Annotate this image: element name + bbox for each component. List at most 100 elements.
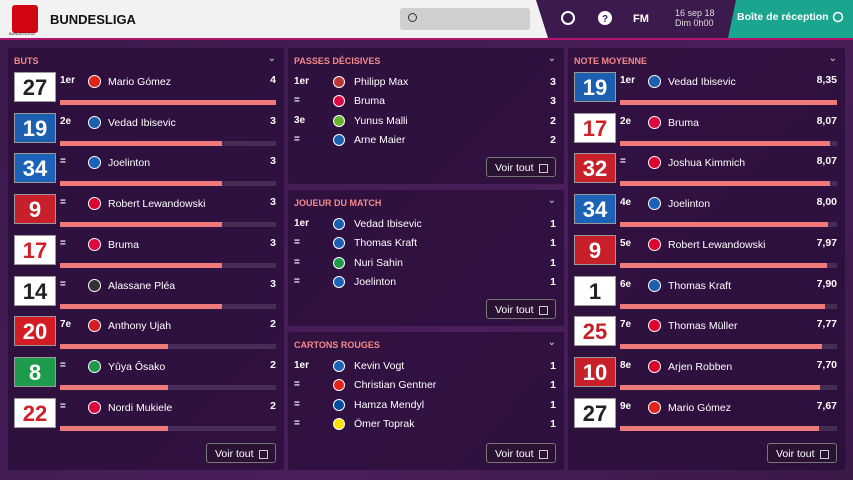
club-badge[interactable] (88, 75, 101, 88)
header-right: ? (536, 0, 853, 38)
stat-bar (60, 344, 168, 350)
panel-title: PASSES DÉCISIVES (294, 56, 381, 66)
player-name[interactable]: Yunus Malli (354, 114, 408, 127)
player-name[interactable]: Nuri Sahin (354, 256, 404, 269)
stat-value: 2 (550, 133, 556, 146)
club-badge[interactable] (333, 417, 345, 430)
player-name[interactable]: Alassane Pléa (108, 279, 176, 292)
collapse-button[interactable]: ⌄ (267, 53, 276, 64)
collapse-button[interactable]: ⌄ (547, 337, 556, 348)
club-badge[interactable] (88, 359, 101, 373)
help-icon[interactable] (598, 11, 612, 25)
view-all-button[interactable]: Voir tout (206, 443, 276, 463)
player-name[interactable]: Mario Gómez (668, 401, 732, 414)
club-badge[interactable] (88, 400, 101, 414)
club-badge[interactable] (648, 237, 661, 251)
club-badge[interactable] (88, 197, 101, 211)
player-name[interactable]: Bruma (354, 95, 385, 108)
shirt-number: 19 (574, 72, 616, 102)
club-badge[interactable] (333, 379, 345, 392)
rank: 6e (620, 278, 632, 290)
collapse-button[interactable]: ⌄ (828, 53, 837, 64)
rank: = (60, 197, 66, 209)
player-name[interactable]: Anthony Ujah (108, 320, 172, 333)
panel: PASSES DÉCISIVES ⌄ Voir tout 1er Philipp Max… (288, 48, 564, 184)
player-name[interactable]: Thomas Kraft (354, 237, 418, 250)
club-badge[interactable] (333, 95, 345, 108)
player-name[interactable]: Joelinton (668, 198, 711, 211)
shirt-number: 32 (574, 153, 616, 184)
player-name[interactable]: Vedad Ibisevic (354, 218, 422, 230)
club-badge[interactable] (648, 75, 661, 88)
view-all-button[interactable]: Voir tout (486, 157, 556, 177)
inbox-bg[interactable] (728, 0, 853, 38)
club-badge[interactable] (333, 133, 345, 146)
player-name[interactable]: Ömer Toprak (354, 417, 415, 430)
stat-bar (620, 262, 828, 268)
league-logo[interactable] (12, 5, 38, 33)
club-badge[interactable] (333, 237, 345, 250)
club-badge[interactable] (333, 398, 345, 411)
bar-track (60, 262, 276, 268)
player-name[interactable]: Arne Maier (354, 133, 406, 146)
help-glyph: ? (602, 14, 608, 25)
player-name[interactable]: Mario Gómez (108, 76, 172, 88)
club-badge[interactable] (648, 319, 661, 333)
stat-value: 3 (270, 196, 276, 209)
stat-bar (620, 384, 821, 390)
player-name[interactable]: Yûya Ôsako (108, 360, 166, 373)
club-badge[interactable] (648, 156, 661, 170)
player-name[interactable]: Arjen Robben (668, 360, 733, 373)
inbox-label[interactable]: Boîte de réception (737, 11, 829, 23)
player-name[interactable]: Robert Lewandowski (108, 198, 206, 211)
player-name[interactable]: Kevin Vogt (354, 360, 405, 372)
view-all-button[interactable]: Voir tout (767, 443, 837, 463)
player-name[interactable]: Joshua Kimmich (668, 157, 746, 170)
player-name[interactable]: Vedad Ibisevic (668, 76, 736, 88)
player-name[interactable]: Christian Gentner (354, 379, 437, 392)
icon[interactable] (561, 11, 575, 25)
view-all-button[interactable]: Voir tout (486, 299, 556, 319)
club-badge[interactable] (648, 359, 661, 373)
player-name[interactable]: Philipp Max (354, 76, 409, 88)
player-name[interactable]: Joelinton (108, 157, 151, 170)
club-badge[interactable] (648, 197, 661, 211)
club-badge[interactable] (333, 76, 345, 88)
club-badge[interactable] (648, 400, 661, 414)
bar-track (620, 303, 837, 309)
league-name[interactable]: BUNDESLIGA (50, 12, 136, 27)
player-name[interactable]: Bruma (668, 116, 699, 129)
search-box[interactable] (400, 8, 530, 30)
club-badge[interactable] (333, 218, 345, 230)
stat-value: 3 (270, 236, 276, 249)
view-all-button[interactable]: Voir tout (486, 443, 556, 463)
player-name[interactable]: Joelinton (354, 275, 397, 288)
player-name[interactable]: Robert Lewandowski (668, 238, 766, 251)
club-badge[interactable] (333, 360, 345, 372)
bar-track (60, 425, 276, 431)
player-name[interactable]: Thomas Müller (668, 320, 738, 333)
shirt-number: 9 (14, 194, 56, 225)
collapse-button[interactable]: ⌄ (547, 195, 556, 206)
stat-value: 4 (270, 74, 276, 86)
stat-value: 2 (270, 358, 276, 371)
player-name[interactable]: Nordi Mukiele (108, 401, 173, 414)
club-badge[interactable] (88, 156, 101, 170)
player-name[interactable]: Vedad Ibisevic (108, 116, 176, 129)
player-name[interactable]: Hamza Mendyl (354, 398, 425, 411)
club-badge[interactable] (88, 237, 101, 251)
club-badge[interactable] (88, 278, 101, 292)
club-badge[interactable] (88, 115, 101, 129)
player-name[interactable]: Thomas Kraft (668, 279, 732, 292)
collapse-button[interactable]: ⌄ (547, 53, 556, 64)
club-badge[interactable] (648, 115, 661, 129)
bar-track (60, 344, 276, 350)
club-badge[interactable] (333, 256, 345, 269)
club-badge[interactable] (333, 275, 345, 288)
club-badge[interactable] (648, 278, 661, 292)
panel-title: CARTONS ROUGES (294, 340, 380, 350)
player-name[interactable]: Bruma (108, 238, 139, 251)
fm-button[interactable]: FM (633, 13, 649, 25)
club-badge[interactable] (88, 319, 101, 333)
club-badge[interactable] (333, 114, 345, 127)
